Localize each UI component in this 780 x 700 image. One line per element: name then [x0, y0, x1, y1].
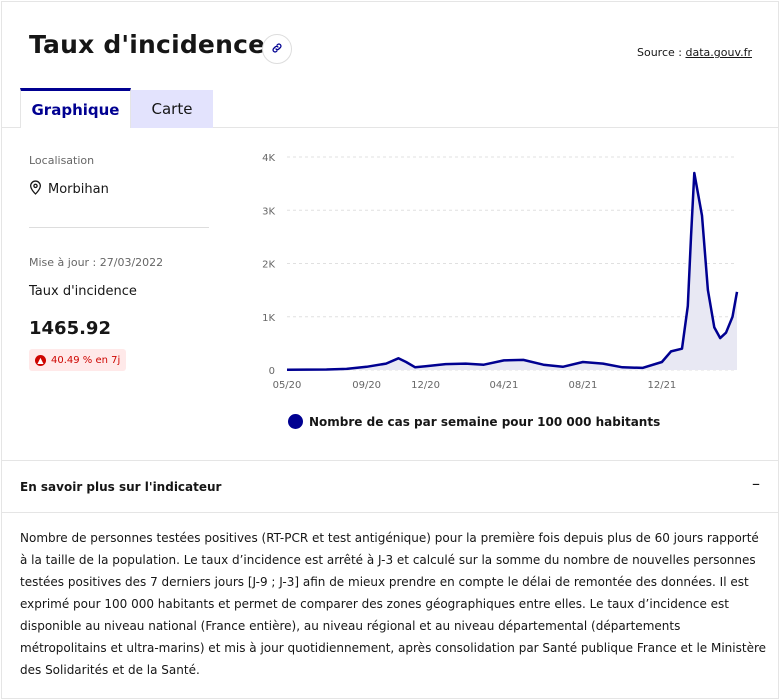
- accordion-title: En savoir plus sur l'indicateur: [20, 480, 222, 494]
- x-tick-label: 08/21: [568, 380, 597, 391]
- change-badge-text: 40.49 % en 7j: [51, 354, 121, 366]
- arrow-up-circle-icon: ▲: [35, 354, 46, 366]
- info-divider: [29, 227, 209, 228]
- location-label: Localisation: [29, 154, 95, 167]
- y-tick-label: 1K: [262, 313, 275, 324]
- y-tick-label: 2K: [262, 260, 275, 271]
- x-tick-label: 12/21: [647, 380, 676, 391]
- y-tick-label: 0: [269, 366, 275, 377]
- metric-label: Taux d'incidence: [29, 284, 137, 299]
- change-badge: ▲ 40.49 % en 7j: [29, 349, 127, 371]
- y-tick-label: 4K: [262, 153, 275, 164]
- location-row: Morbihan: [29, 180, 109, 199]
- incidence-chart: 0 1K 2K 3K 4K 05/20 09/20 12/20 04/21 08/21 12/21: [262, 153, 739, 391]
- location-value: Morbihan: [48, 182, 109, 197]
- chart-legend: Nombre de cas par semaine pour 100 000 h…: [288, 414, 660, 429]
- legend-label: Nombre de cas par semaine pour 100 000 h…: [309, 414, 661, 429]
- update-date: Mise à jour : 27/03/2022: [29, 256, 164, 269]
- card-header: Taux d'incidence Source : data.gouv.fr G…: [2, 2, 778, 128]
- source-text: Source : data.gouv.fr: [637, 46, 752, 59]
- x-tick-label: 09/20: [352, 380, 381, 391]
- copy-link-button[interactable]: [262, 34, 292, 64]
- accordion-body: Nombre de personnes testées positives (R…: [20, 531, 767, 677]
- link-icon: [271, 42, 283, 57]
- map-pin-icon: [29, 180, 42, 199]
- x-tick-label: 04/21: [489, 380, 518, 391]
- y-tick-label: 3K: [262, 206, 275, 217]
- tab-carte[interactable]: Carte: [131, 90, 213, 128]
- x-tick-label: 12/20: [411, 380, 440, 391]
- legend-swatch: [288, 414, 303, 429]
- section-divider: [2, 460, 778, 461]
- series-line: [286, 171, 739, 371]
- series-area: [287, 173, 737, 370]
- x-tick-label: 05/20: [273, 380, 302, 391]
- tab-graphique[interactable]: Graphique: [20, 88, 131, 128]
- page-title: Taux d'incidence: [29, 30, 266, 59]
- source-link[interactable]: data.gouv.fr: [685, 46, 752, 59]
- collapse-icon[interactable]: –: [752, 474, 760, 493]
- info-panel: Localisation Morbihan Mise à jour : 27/0…: [29, 128, 219, 458]
- accordion-header[interactable]: En savoir plus sur l'indicateur –: [2, 461, 778, 513]
- metric-value: 1465.92: [29, 318, 111, 339]
- source-prefix: Source :: [637, 46, 686, 59]
